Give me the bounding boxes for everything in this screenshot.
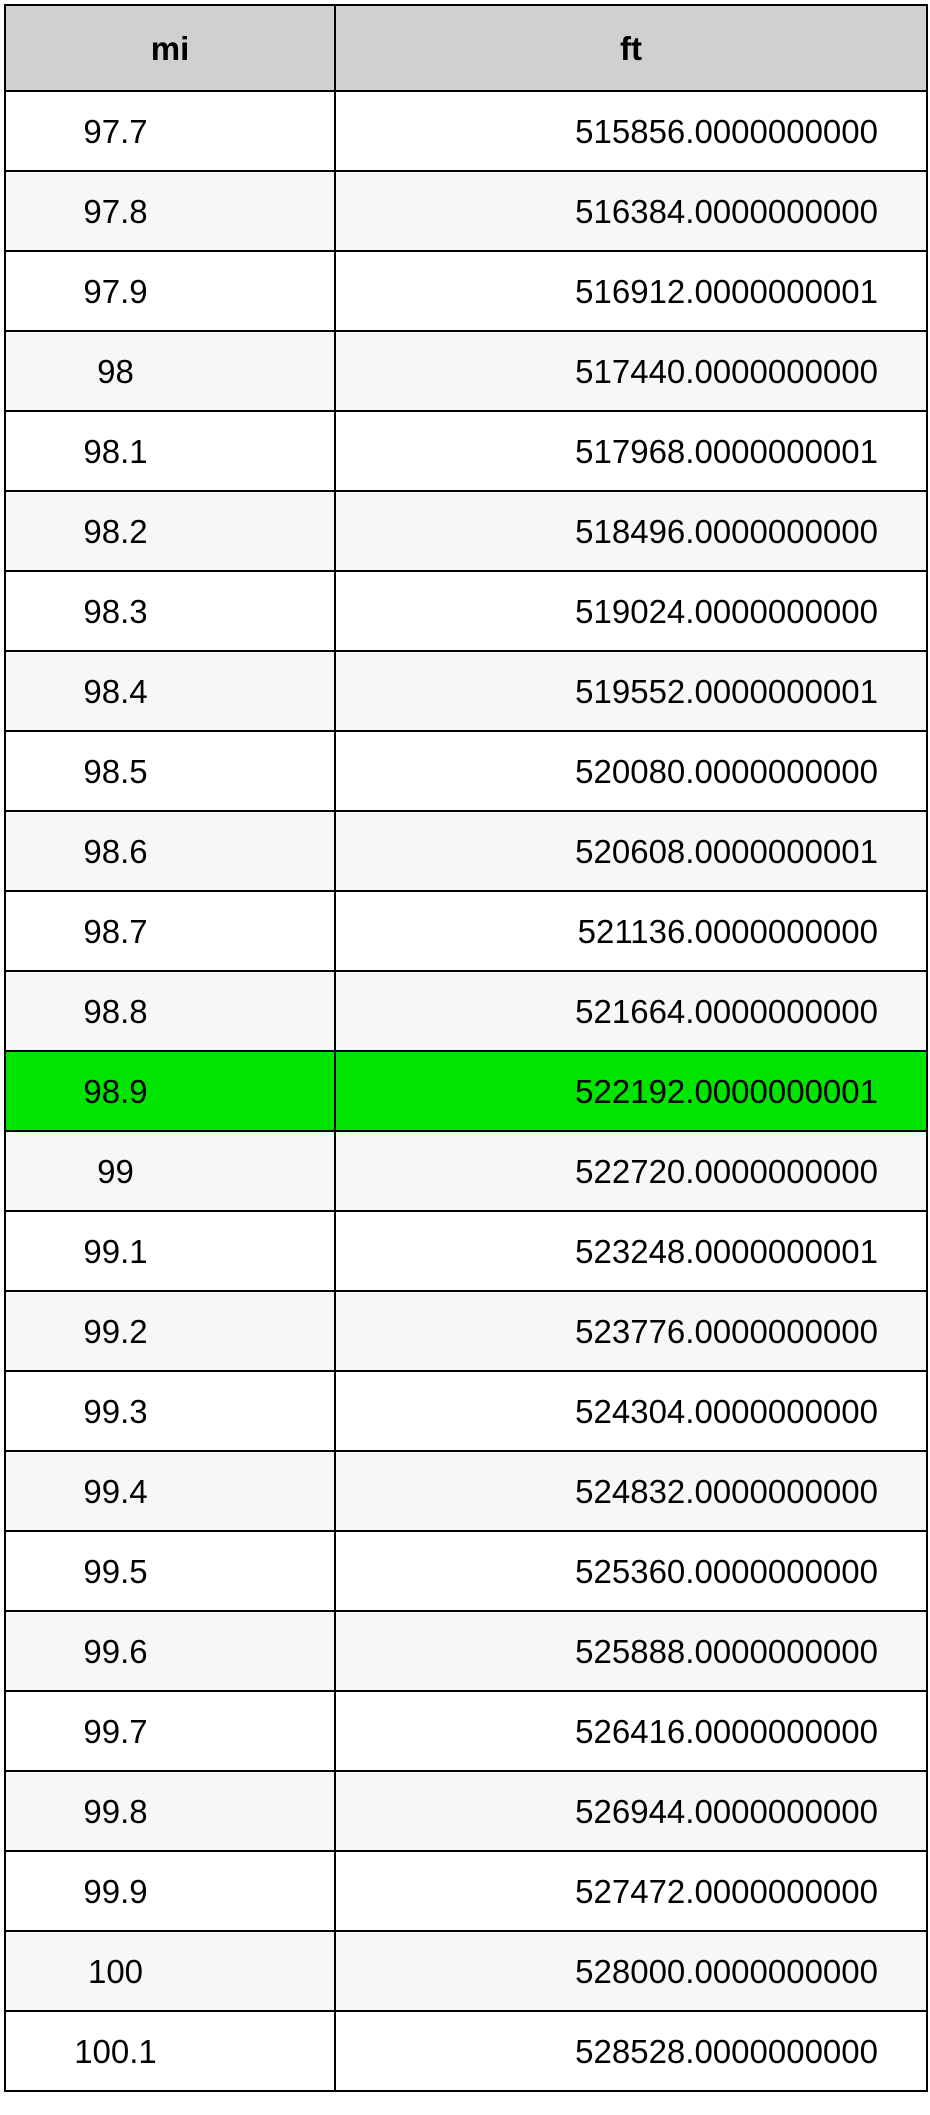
cell-ft: 528000.0000000000 bbox=[335, 1931, 927, 2011]
cell-mi: 100 bbox=[5, 1931, 335, 2011]
cell-mi: 98.9 bbox=[5, 1051, 335, 1131]
cell-mi: 99.8 bbox=[5, 1771, 335, 1851]
table-row: 99522720.0000000000 bbox=[5, 1131, 927, 1211]
table-row: 99.5525360.0000000000 bbox=[5, 1531, 927, 1611]
cell-ft: 524304.0000000000 bbox=[335, 1371, 927, 1451]
cell-mi: 98 bbox=[5, 331, 335, 411]
table-row: 98.2518496.0000000000 bbox=[5, 491, 927, 571]
cell-mi: 99.4 bbox=[5, 1451, 335, 1531]
cell-mi: 99.6 bbox=[5, 1611, 335, 1691]
cell-ft: 517968.0000000001 bbox=[335, 411, 927, 491]
cell-mi: 99.5 bbox=[5, 1531, 335, 1611]
cell-mi: 98.1 bbox=[5, 411, 335, 491]
table-row: 98.6520608.0000000001 bbox=[5, 811, 927, 891]
table-row: 99.2523776.0000000000 bbox=[5, 1291, 927, 1371]
table-row: 98.1517968.0000000001 bbox=[5, 411, 927, 491]
cell-ft: 523776.0000000000 bbox=[335, 1291, 927, 1371]
cell-mi: 99.9 bbox=[5, 1851, 335, 1931]
cell-ft: 528528.0000000000 bbox=[335, 2011, 927, 2091]
cell-mi: 99.7 bbox=[5, 1691, 335, 1771]
table-row: 97.7515856.0000000000 bbox=[5, 91, 927, 171]
cell-mi: 98.4 bbox=[5, 651, 335, 731]
cell-mi: 98.3 bbox=[5, 571, 335, 651]
cell-mi: 99.2 bbox=[5, 1291, 335, 1371]
cell-ft: 519024.0000000000 bbox=[335, 571, 927, 651]
table-row: 99.8526944.0000000000 bbox=[5, 1771, 927, 1851]
cell-mi: 97.7 bbox=[5, 91, 335, 171]
cell-ft: 525360.0000000000 bbox=[335, 1531, 927, 1611]
cell-mi: 98.7 bbox=[5, 891, 335, 971]
table-body: 97.7515856.000000000097.8516384.00000000… bbox=[5, 91, 927, 2091]
cell-ft: 517440.0000000000 bbox=[335, 331, 927, 411]
cell-ft: 524832.0000000000 bbox=[335, 1451, 927, 1531]
table-row: 99.1523248.0000000001 bbox=[5, 1211, 927, 1291]
cell-ft: 525888.0000000000 bbox=[335, 1611, 927, 1691]
cell-mi: 97.9 bbox=[5, 251, 335, 331]
cell-mi: 97.8 bbox=[5, 171, 335, 251]
table-row: 98.3519024.0000000000 bbox=[5, 571, 927, 651]
cell-mi: 99.3 bbox=[5, 1371, 335, 1451]
conversion-table: mi ft 97.7515856.000000000097.8516384.00… bbox=[4, 4, 928, 2092]
cell-ft: 520608.0000000001 bbox=[335, 811, 927, 891]
cell-ft: 516384.0000000000 bbox=[335, 171, 927, 251]
cell-ft: 526944.0000000000 bbox=[335, 1771, 927, 1851]
cell-ft: 527472.0000000000 bbox=[335, 1851, 927, 1931]
table-row: 99.9527472.0000000000 bbox=[5, 1851, 927, 1931]
table-row: 99.4524832.0000000000 bbox=[5, 1451, 927, 1531]
cell-ft: 521664.0000000000 bbox=[335, 971, 927, 1051]
table-header-row: mi ft bbox=[5, 5, 927, 91]
cell-mi: 99 bbox=[5, 1131, 335, 1211]
table-row: 98.8521664.0000000000 bbox=[5, 971, 927, 1051]
table-row: 98.4519552.0000000001 bbox=[5, 651, 927, 731]
table-row: 98.7521136.0000000000 bbox=[5, 891, 927, 971]
table-row: 99.3524304.0000000000 bbox=[5, 1371, 927, 1451]
table-row: 97.8516384.0000000000 bbox=[5, 171, 927, 251]
table-row: 99.7526416.0000000000 bbox=[5, 1691, 927, 1771]
table-row: 100528000.0000000000 bbox=[5, 1931, 927, 2011]
cell-ft: 520080.0000000000 bbox=[335, 731, 927, 811]
table-row: 98517440.0000000000 bbox=[5, 331, 927, 411]
cell-ft: 515856.0000000000 bbox=[335, 91, 927, 171]
cell-ft: 519552.0000000001 bbox=[335, 651, 927, 731]
cell-ft: 523248.0000000001 bbox=[335, 1211, 927, 1291]
table-row: 99.6525888.0000000000 bbox=[5, 1611, 927, 1691]
table-row: 97.9516912.0000000001 bbox=[5, 251, 927, 331]
cell-ft: 522720.0000000000 bbox=[335, 1131, 927, 1211]
table-row: 98.5520080.0000000000 bbox=[5, 731, 927, 811]
column-header-mi: mi bbox=[5, 5, 335, 91]
cell-ft: 516912.0000000001 bbox=[335, 251, 927, 331]
cell-mi: 99.1 bbox=[5, 1211, 335, 1291]
cell-ft: 522192.0000000001 bbox=[335, 1051, 927, 1131]
cell-mi: 100.1 bbox=[5, 2011, 335, 2091]
column-header-ft: ft bbox=[335, 5, 927, 91]
cell-mi: 98.5 bbox=[5, 731, 335, 811]
table-row: 98.9522192.0000000001 bbox=[5, 1051, 927, 1131]
cell-ft: 526416.0000000000 bbox=[335, 1691, 927, 1771]
cell-ft: 521136.0000000000 bbox=[335, 891, 927, 971]
cell-mi: 98.8 bbox=[5, 971, 335, 1051]
cell-ft: 518496.0000000000 bbox=[335, 491, 927, 571]
table-row: 100.1528528.0000000000 bbox=[5, 2011, 927, 2091]
cell-mi: 98.2 bbox=[5, 491, 335, 571]
cell-mi: 98.6 bbox=[5, 811, 335, 891]
